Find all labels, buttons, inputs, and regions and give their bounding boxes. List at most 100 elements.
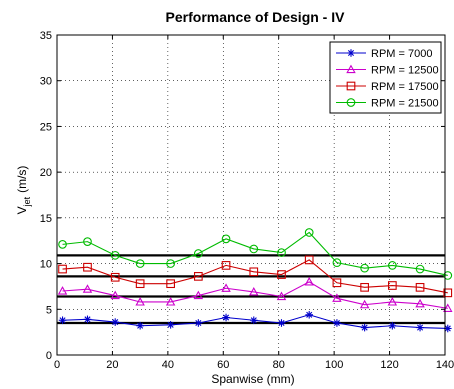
data-point-star [136,321,144,330]
data-point-square [332,278,342,288]
legend-label: RPM = 17500 [371,81,439,93]
data-point-star [347,49,355,57]
star-stroke [389,322,396,329]
star-stroke [417,324,424,331]
data-point-square [166,279,175,289]
data-point-star [249,316,258,325]
series-layer [57,228,453,333]
data-point-square [249,267,259,277]
series [58,310,452,333]
data-point-triangle [82,284,93,293]
data-point-triangle [221,283,231,292]
data-point-star [194,319,203,327]
star-stroke [195,319,202,327]
data-point-circle [304,228,314,237]
chart-title: Performance of Design - IV [166,9,346,25]
data-point-square [135,279,145,289]
x-tick-label: 0 [54,359,60,371]
x-tick-label: 100 [325,359,343,371]
data-point-triangle [193,290,204,300]
y-tick-label: 5 [46,304,52,316]
plot-frame [56,34,446,356]
y-axis-label-units: (m/s) [15,166,29,193]
star-stroke [112,319,119,326]
data-point-square [110,272,120,282]
data-point-square [443,288,453,298]
series-line [62,231,448,276]
legend-entry: RPM = 12500 [336,65,439,77]
legend-label: RPM = 12500 [371,65,439,77]
data-point-circle [249,244,259,254]
data-point-circle [193,249,203,258]
y-axis-label: Vjet (m/s) [15,166,32,215]
data-point-triangle [346,64,356,74]
legend: RPM = 7000 RPM = 12500 RPM = 17500 RPM = 21… [329,41,442,114]
axis-ticks: 0 20 40 60 80 100 120 140 0 5 10 15 20 25 30 35 [40,30,454,371]
data-point-circle [346,98,356,107]
star-stroke [223,314,230,321]
series [58,255,453,298]
data-point-star [111,318,119,326]
data-point-circle [360,263,369,273]
series [57,276,453,312]
legend-entry: RPM = 17500 [336,81,439,93]
legend-box [329,41,442,114]
y-tick-label: 0 [46,350,52,362]
data-point-star [360,323,369,332]
star-stroke [278,319,285,327]
data-point-square [83,262,92,272]
x-tick-label: 80 [273,359,285,371]
data-point-square [387,281,397,290]
data-point-star [83,315,92,324]
star-stroke [306,311,313,318]
legend-label: RPM = 7000 [371,48,432,60]
x-tick-label: 60 [217,359,229,371]
data-point-triangle [359,299,370,309]
data-point-triangle [304,276,314,286]
data-point-star [388,321,397,330]
y-tick-label: 30 [40,76,52,88]
data-point-circle [387,261,397,270]
data-point-square [277,270,286,279]
data-point-triangle [110,290,120,300]
data-point-triangle [165,297,176,306]
series-line [62,281,448,309]
data-point-triangle [387,297,398,306]
data-point-star [222,313,230,322]
data-point-triangle [332,293,342,302]
star-stroke [167,321,174,328]
grid-layer [57,35,445,355]
data-point-square [304,255,314,265]
data-point-triangle [276,291,287,301]
x-tick-label: 120 [380,359,398,371]
x-axis-label: Spanwise (mm) [211,372,294,386]
data-point-square [193,272,203,281]
data-point-square [346,81,356,91]
data-point-circle [166,259,175,268]
star-stroke [444,325,451,332]
data-point-triangle [57,286,68,295]
star-stroke [333,319,340,327]
data-point-triangle [415,298,425,308]
data-point-circle [83,237,92,246]
data-point-triangle [443,303,453,312]
y-tick-label: 10 [40,259,52,271]
data-point-square [58,264,67,274]
y-axis-label-subscript: jet [22,196,32,207]
data-point-circle [277,248,286,257]
data-point-square [221,261,231,270]
star-stroke [59,317,66,324]
legend-label: RPM = 21500 [371,98,439,110]
data-point-circle [135,259,145,268]
data-point-star [58,316,67,325]
data-point-circle [110,250,120,260]
star-stroke [250,317,257,324]
series [58,228,453,280]
data-point-circle [58,240,67,249]
data-point-star [305,310,313,319]
x-tick-label: 140 [436,359,454,371]
x-tick-label: 20 [106,359,118,371]
data-point-circle [332,258,342,268]
y-tick-label: 20 [40,167,52,179]
